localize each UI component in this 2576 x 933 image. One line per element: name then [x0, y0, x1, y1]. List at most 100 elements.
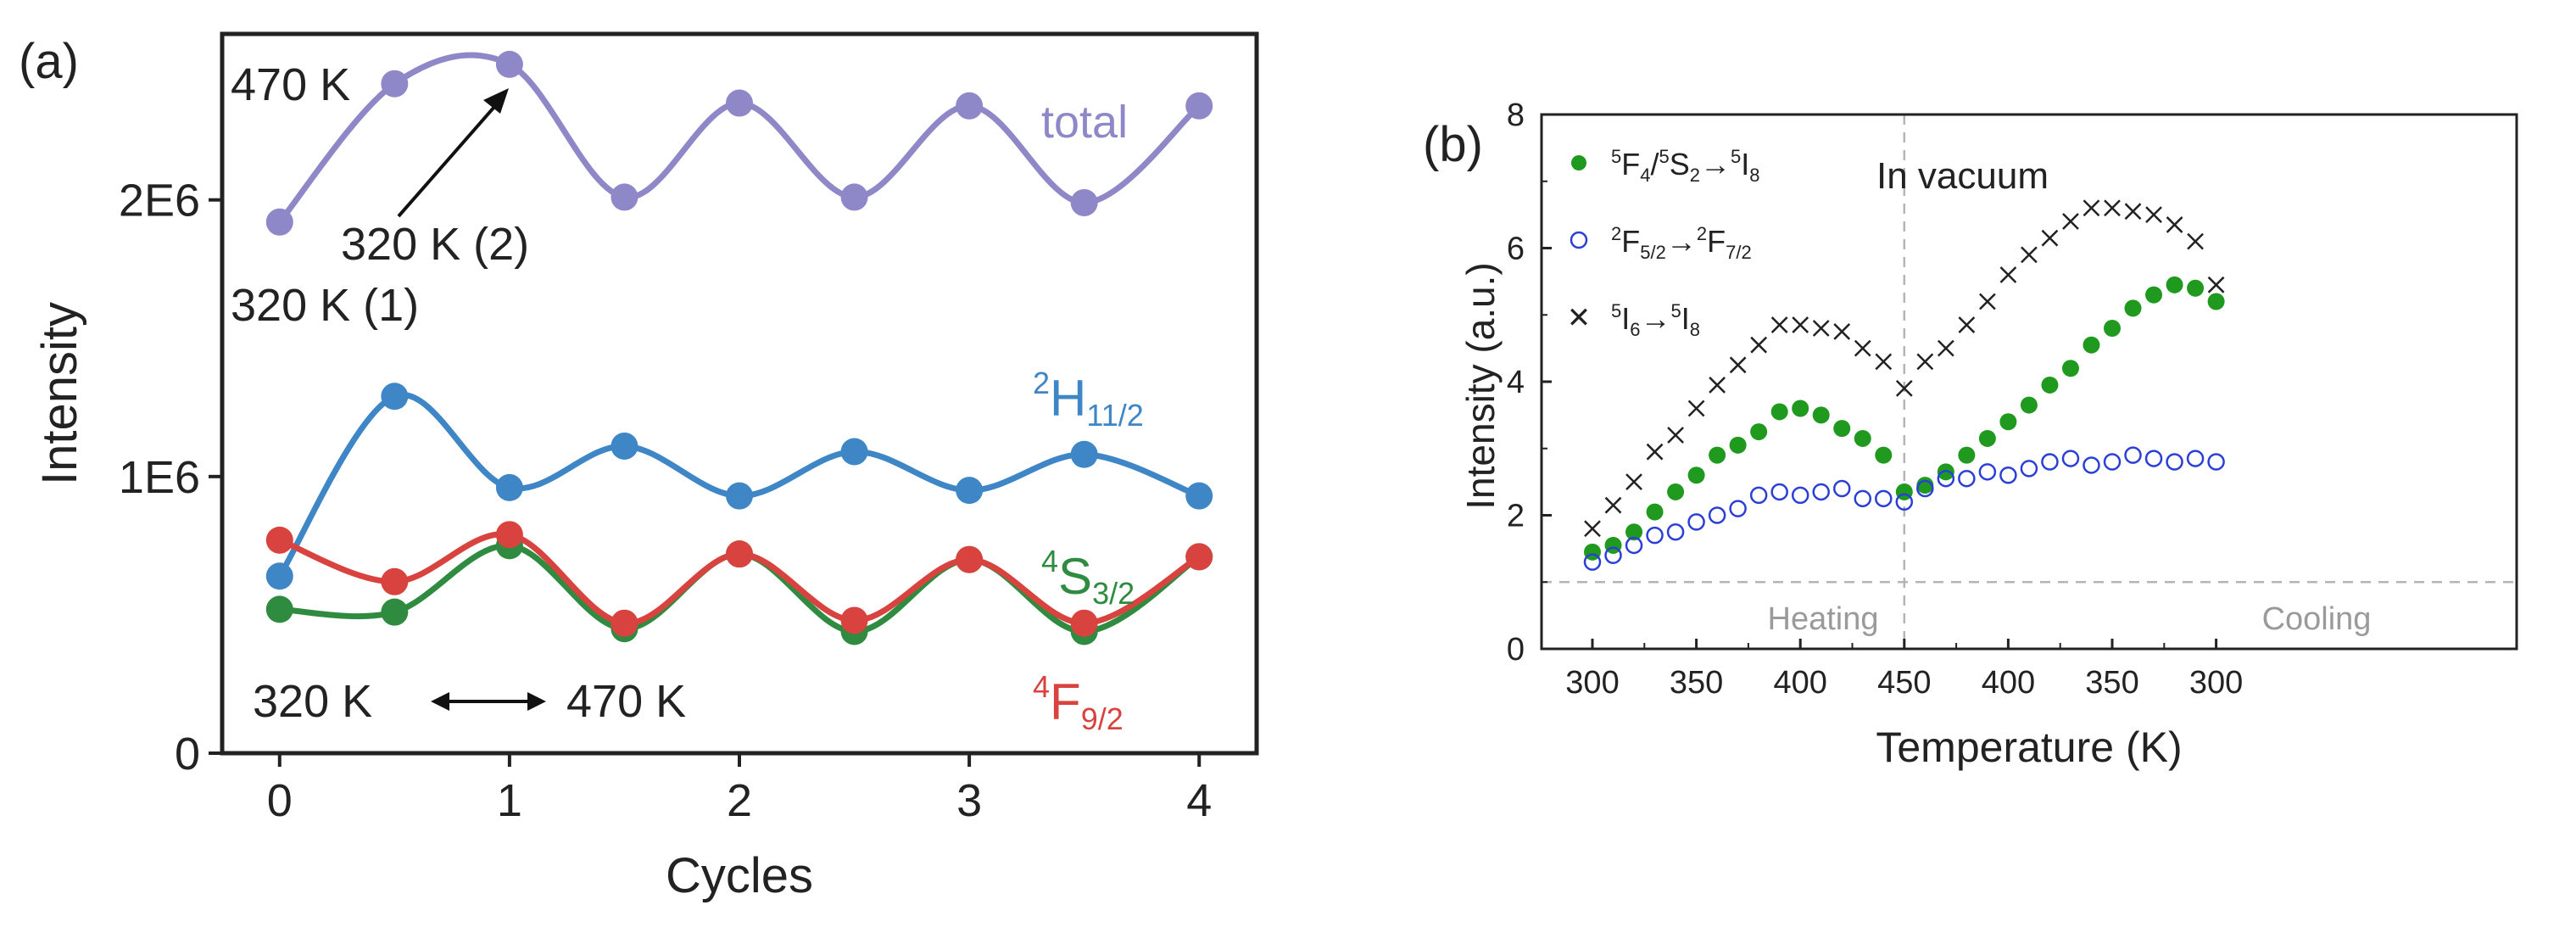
panel-b-point-blue — [1916, 479, 1934, 498]
panel-a-series-point-1 — [840, 438, 868, 466]
panel-a-y-tick-label: 2E6 — [119, 176, 200, 226]
panel-a-series-point-3 — [726, 540, 753, 568]
panel-b-point-green — [1709, 446, 1726, 464]
panel-b-point-green — [1958, 446, 1976, 464]
panel-b-point-green — [1729, 436, 1747, 454]
panel-a-x-tick-label: 2 — [727, 775, 752, 826]
panel-b-point-x — [1770, 316, 1788, 333]
panel-b-y-ticks: 0 2 4 6 8 — [1507, 98, 1552, 668]
annotation-double-arrowhead-right — [527, 692, 546, 711]
panel-b-point-x — [1895, 379, 1913, 397]
panel-b-legend: 5F4/5S2→5I8 2F5/2→2F7/2 ✕ 5I6→5I8 — [1567, 146, 1760, 340]
panel-a-series-point-0 — [956, 92, 984, 120]
panel-b-point-x — [1750, 336, 1768, 354]
panel-a-series-point-1 — [381, 383, 409, 411]
panel-b-point-blue — [1749, 486, 1768, 505]
panel-b-label: (b) — [1423, 117, 1483, 172]
panel-b-y-tick-label: 2 — [1507, 499, 1525, 534]
panel-b-point-blue — [1999, 466, 2017, 484]
annotation-470k-top: 470 K — [231, 59, 350, 110]
legend-entry-1: 5F4/5S2→5I8 — [1611, 146, 1760, 186]
panel-b-point-x — [1833, 323, 1851, 340]
panel-b-point-x — [1729, 356, 1747, 374]
panel-b-point-blue — [1895, 493, 1914, 511]
panel-b-point-blue — [2124, 446, 2142, 464]
panel-a-series-point-0 — [840, 183, 868, 211]
panel-a-series-point-3 — [611, 609, 638, 637]
panel-b-point-x — [2041, 229, 2059, 247]
panel-b: (b) 300 350 400 450 400 350 300 0 2 4 6 8 Temperat… — [1423, 98, 2518, 771]
panel-b-point-x — [1646, 443, 1664, 461]
annotation-320k-1: 320 K (1) — [231, 280, 419, 331]
panel-b-point-blue — [2103, 453, 2122, 471]
panel-b-point-x — [1709, 377, 1726, 394]
annotation-320k-bottom: 320 K — [253, 676, 372, 727]
panel-a-x-ticks: 0 1 2 3 4 — [267, 753, 1212, 826]
panel-b-point-x — [1978, 293, 1996, 310]
panel-b-point-green — [2207, 293, 2225, 310]
panel-b-point-green — [1833, 420, 1851, 438]
panel-a-series-label-s: 4S3/2 — [1041, 544, 1135, 611]
panel-b-point-green — [2187, 279, 2205, 297]
panel-b-point-x — [2104, 199, 2121, 217]
panel-b-point-green — [1687, 466, 1705, 484]
panel-a-series-point-3 — [1185, 543, 1213, 571]
panel-b-point-green — [1667, 483, 1685, 500]
legend-marker-blue — [1570, 231, 1588, 249]
panel-b-x-axis-label: Temperature (K) — [1876, 723, 2182, 771]
panel-b-point-green — [1812, 406, 1830, 424]
panel-b-point-blue — [1770, 483, 1788, 501]
panel-b-point-x — [2124, 203, 2142, 221]
panel-b-y-tick-label: 0 — [1507, 632, 1525, 668]
panel-a-series-point-3 — [1070, 609, 1098, 637]
panel-a-series-point-1 — [956, 477, 984, 505]
panel-b-point-blue — [1958, 469, 1976, 488]
panel-b-point-blue — [1604, 546, 1622, 564]
panel-a-series-point-1 — [726, 482, 753, 510]
panel-b-point-blue — [2166, 453, 2183, 471]
panel-a-series-point-2 — [265, 595, 293, 623]
panel-b-point-x — [2207, 276, 2225, 293]
panel-b-point-green — [1875, 446, 1893, 464]
panel-b-point-blue — [2186, 450, 2205, 467]
annotation-double-arrowhead-left — [431, 692, 449, 711]
panel-b-point-blue — [1978, 463, 1997, 481]
panel-b-point-blue — [1854, 489, 1872, 508]
panel-a-series — [265, 50, 1213, 645]
panel-b-point-blue — [2061, 450, 2080, 467]
panel-b-point-x — [2021, 246, 2038, 264]
annotation-470k-bottom: 470 K — [566, 676, 686, 727]
panel-b-point-x — [1812, 320, 1830, 337]
panel-b-point-green — [2061, 360, 2079, 377]
panel-b-point-blue — [1625, 536, 1643, 555]
panel-b-y-tick-label: 4 — [1507, 365, 1525, 400]
panel-a-y-tick-label: 1E6 — [119, 452, 200, 503]
legend-entry-2: 2F5/2→2F7/2 — [1611, 223, 1752, 263]
panel-b-point-x — [1584, 520, 1601, 538]
panel-b-point-blue — [1666, 522, 1685, 541]
panel-a-series-point-2 — [381, 598, 409, 626]
panel-b-point-blue — [1708, 506, 1726, 524]
panel-a-series-label-h: 2H11/2 — [1033, 366, 1144, 433]
panel-a-series-point-1 — [1070, 440, 1098, 468]
panel-b-point-green — [2145, 286, 2163, 304]
panel-a-series-point-0 — [611, 183, 638, 211]
panel-a-x-tick-label: 3 — [956, 775, 982, 826]
panel-b-point-green — [2124, 299, 2142, 317]
panel-b-y-tick-label: 6 — [1507, 232, 1525, 267]
panel-a-series-point-0 — [726, 89, 753, 117]
panel-b-point-green — [1978, 429, 1996, 447]
panel-b-point-x — [1687, 399, 1705, 417]
panel-b-x-tick-label: 300 — [1565, 665, 1619, 701]
panel-b-point-x — [1999, 266, 2017, 283]
panel-b-point-blue — [1687, 513, 1705, 531]
panel-a: (a) 0 1 2 3 4 0 1E6 2E6 Cycles Intensity total… — [19, 31, 1259, 903]
panel-b-point-blue — [2041, 453, 2059, 471]
panel-a-series-point-3 — [840, 606, 868, 634]
panel-a-y-tick-label: 0 — [175, 729, 200, 779]
panel-a-x-axis-label: Cycles — [666, 848, 813, 903]
panel-b-point-green — [2104, 320, 2121, 337]
panel-b-point-green — [1999, 413, 2017, 431]
panel-b-x-tick-label: 450 — [1877, 665, 1931, 701]
